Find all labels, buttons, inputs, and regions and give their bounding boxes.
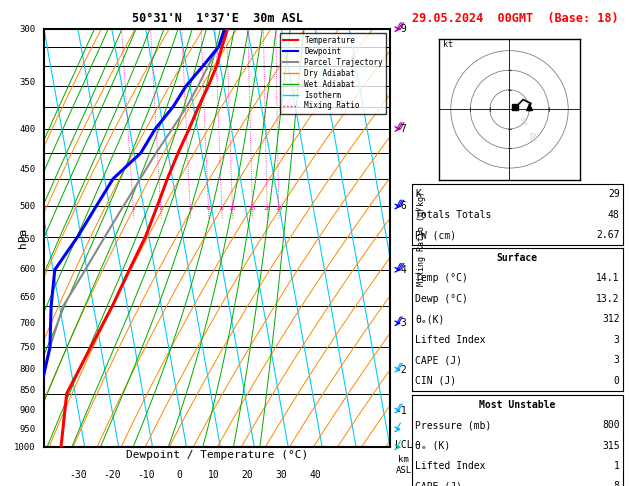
Text: 29.05.2024  00GMT  (Base: 18): 29.05.2024 00GMT (Base: 18) [413, 12, 619, 25]
Text: CIN (J): CIN (J) [415, 376, 456, 385]
Text: 8: 8 [614, 482, 620, 486]
Text: R: R [529, 133, 536, 143]
Text: 20: 20 [264, 207, 271, 211]
Text: 14.1: 14.1 [596, 274, 620, 283]
Text: Dewp (°C): Dewp (°C) [415, 294, 468, 304]
Text: hPa: hPa [18, 228, 28, 248]
Text: -4: -4 [395, 265, 407, 275]
Text: -10: -10 [137, 470, 155, 480]
Text: CAPE (J): CAPE (J) [415, 482, 462, 486]
Text: 500: 500 [19, 202, 35, 211]
Text: 900: 900 [19, 406, 35, 415]
Text: 300: 300 [19, 25, 35, 34]
Text: 950: 950 [19, 425, 35, 434]
Text: 29: 29 [608, 190, 620, 199]
Text: Most Unstable: Most Unstable [479, 400, 555, 410]
Text: Lifted Index: Lifted Index [415, 461, 486, 471]
Text: %: % [521, 117, 528, 127]
Text: 600: 600 [19, 265, 35, 274]
Text: Surface: Surface [497, 253, 538, 263]
Text: Totals Totals: Totals Totals [415, 210, 491, 220]
Text: -7: -7 [395, 124, 407, 134]
Text: 750: 750 [19, 343, 35, 352]
Text: K: K [415, 190, 421, 199]
Text: 650: 650 [19, 293, 35, 302]
Text: 850: 850 [19, 386, 35, 395]
Text: 450: 450 [19, 165, 35, 174]
Text: 8: 8 [220, 207, 224, 211]
Text: 30: 30 [276, 470, 287, 480]
Text: 700: 700 [19, 319, 35, 328]
Text: 2.67: 2.67 [596, 230, 620, 240]
Text: 1: 1 [614, 461, 620, 471]
Text: 550: 550 [19, 235, 35, 244]
Text: -30: -30 [69, 470, 87, 480]
Text: -20: -20 [103, 470, 121, 480]
Text: 13.2: 13.2 [596, 294, 620, 304]
Text: 400: 400 [19, 124, 35, 134]
Text: 315: 315 [602, 441, 620, 451]
Text: 15: 15 [248, 207, 256, 211]
Text: -2: -2 [395, 364, 407, 375]
Text: Temp (°C): Temp (°C) [415, 274, 468, 283]
Text: Mixing Ratio (g/kg): Mixing Ratio (g/kg) [416, 191, 426, 286]
Text: Lifted Index: Lifted Index [415, 335, 486, 345]
Text: 4: 4 [188, 207, 192, 211]
X-axis label: Dewpoint / Temperature (°C): Dewpoint / Temperature (°C) [126, 450, 308, 460]
Text: kt: kt [443, 40, 453, 49]
Text: 0: 0 [177, 470, 182, 480]
Text: θₑ(K): θₑ(K) [415, 314, 445, 324]
Text: 2: 2 [159, 207, 162, 211]
Text: 350: 350 [19, 78, 35, 87]
Text: km
ASL: km ASL [396, 455, 412, 475]
Text: Pressure (mb): Pressure (mb) [415, 420, 491, 430]
Text: 0: 0 [614, 376, 620, 385]
Text: 312: 312 [602, 314, 620, 324]
Text: 10: 10 [208, 470, 220, 480]
Text: -1: -1 [395, 405, 407, 416]
Legend: Temperature, Dewpoint, Parcel Trajectory, Dry Adiabat, Wet Adiabat, Isotherm, Mi: Temperature, Dewpoint, Parcel Trajectory… [280, 33, 386, 114]
Text: 1: 1 [131, 207, 135, 211]
Text: 3: 3 [614, 355, 620, 365]
Text: 6: 6 [206, 207, 210, 211]
Text: 800: 800 [602, 420, 620, 430]
Text: 1000: 1000 [14, 443, 35, 451]
Text: CAPE (J): CAPE (J) [415, 355, 462, 365]
Text: 3: 3 [614, 335, 620, 345]
Text: 25: 25 [275, 207, 282, 211]
Text: 40: 40 [309, 470, 321, 480]
Text: 10: 10 [229, 207, 237, 211]
Text: PW (cm): PW (cm) [415, 230, 456, 240]
Text: LCL: LCL [395, 440, 413, 450]
Text: -3: -3 [395, 318, 407, 329]
Text: 48: 48 [608, 210, 620, 220]
Text: 20: 20 [242, 470, 253, 480]
Text: -9: -9 [395, 24, 407, 34]
Text: -6: -6 [395, 202, 407, 211]
Text: 800: 800 [19, 365, 35, 374]
Text: θₑ (K): θₑ (K) [415, 441, 450, 451]
Text: 50°31'N  1°37'E  30m ASL: 50°31'N 1°37'E 30m ASL [131, 12, 303, 25]
